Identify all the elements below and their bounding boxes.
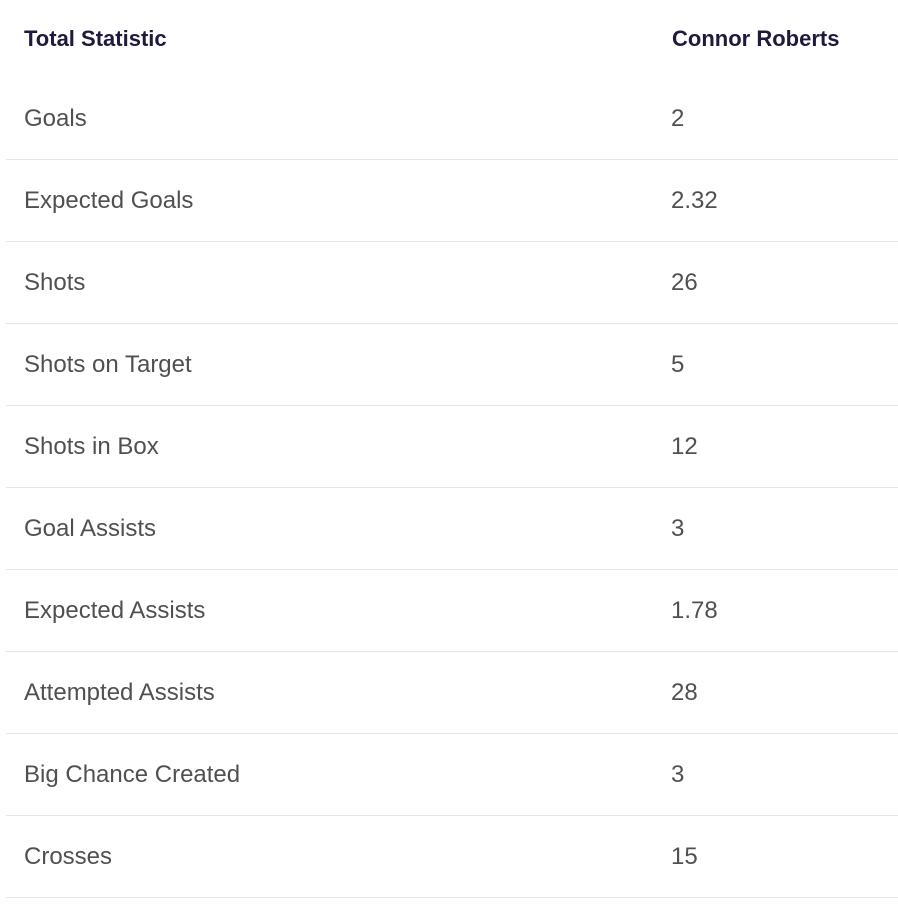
row-label: Expected Goals	[24, 187, 194, 214]
table-row: Big Chance Created 3	[6, 734, 898, 816]
row-label: Attempted Assists	[24, 679, 215, 706]
header-player-name: Connor Roberts	[672, 26, 840, 51]
row-value: 3	[671, 515, 685, 542]
row-value: 12	[671, 433, 698, 460]
table-row: Crosses 15	[6, 816, 898, 898]
row-label: Shots in Box	[24, 433, 159, 460]
row-value: 15	[671, 843, 698, 870]
table-row: Expected Assists 1.78	[6, 570, 898, 652]
row-value: 2	[671, 105, 685, 132]
row-value: 28	[671, 679, 698, 706]
table-row: Goal Assists 3	[6, 488, 898, 570]
row-label: Goals	[24, 105, 87, 132]
header-total-statistic: Total Statistic	[24, 26, 167, 51]
row-label: Goal Assists	[24, 515, 157, 542]
row-label: Shots on Target	[24, 351, 192, 378]
stats-table: Total Statistic Connor Roberts Goals 2 E…	[6, 0, 898, 898]
row-value: 26	[671, 269, 698, 296]
table-row: Shots in Box 12	[6, 406, 898, 488]
row-label: Big Chance Created	[24, 761, 241, 788]
row-value: 3	[671, 761, 685, 788]
row-value: 1.78	[671, 597, 718, 624]
table-row: Shots 26	[6, 242, 898, 324]
table-row: Goals 2	[6, 78, 898, 160]
row-value: 2.32	[671, 187, 718, 214]
row-label: Expected Assists	[24, 597, 206, 624]
table-row: Shots on Target 5	[6, 324, 898, 406]
table-row: Attempted Assists 28	[6, 652, 898, 734]
row-label: Shots	[24, 269, 86, 296]
table-row: Expected Goals 2.32	[6, 160, 898, 242]
row-label: Crosses	[24, 843, 113, 870]
row-value: 5	[671, 351, 685, 378]
table-header: Total Statistic Connor Roberts	[6, 0, 898, 78]
